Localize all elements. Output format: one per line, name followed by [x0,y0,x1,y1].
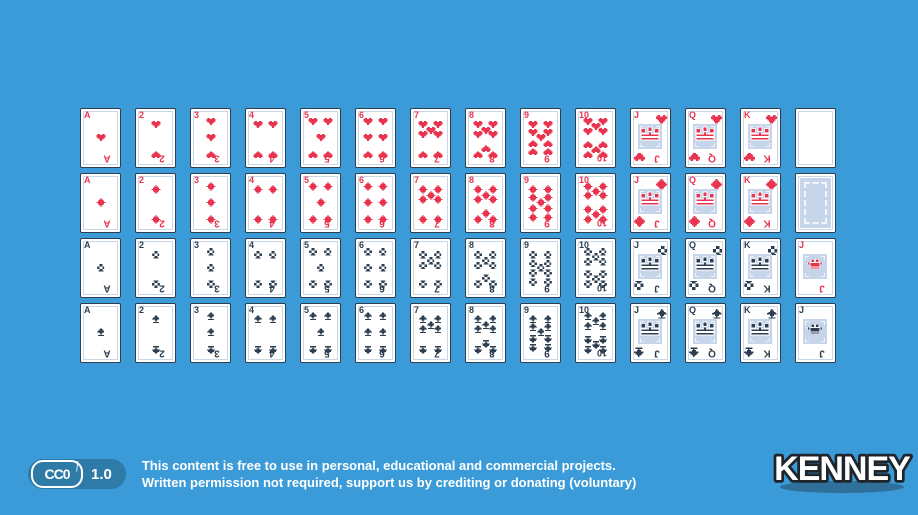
svg-text:K: K [763,217,771,228]
svg-text:KENNEY: KENNEY [774,450,911,488]
svg-text:K: K [763,347,771,358]
svg-text:K: K [763,282,771,293]
svg-text:Q: Q [708,217,716,228]
svg-text:J: J [654,282,660,293]
svg-text:K: K [763,152,771,163]
svg-text:J: J [654,347,660,358]
svg-text:A: A [103,152,110,163]
svg-text:Q: Q [708,282,716,293]
svg-text:A: A [103,217,110,228]
svg-text:J: J [819,282,825,293]
svg-text:Q: Q [708,347,716,358]
svg-text:J: J [654,152,660,163]
svg-text:A: A [103,282,110,293]
svg-text:Q: Q [708,152,716,163]
svg-text:A: A [103,347,110,358]
svg-text:J: J [819,347,825,358]
svg-text:J: J [654,217,660,228]
